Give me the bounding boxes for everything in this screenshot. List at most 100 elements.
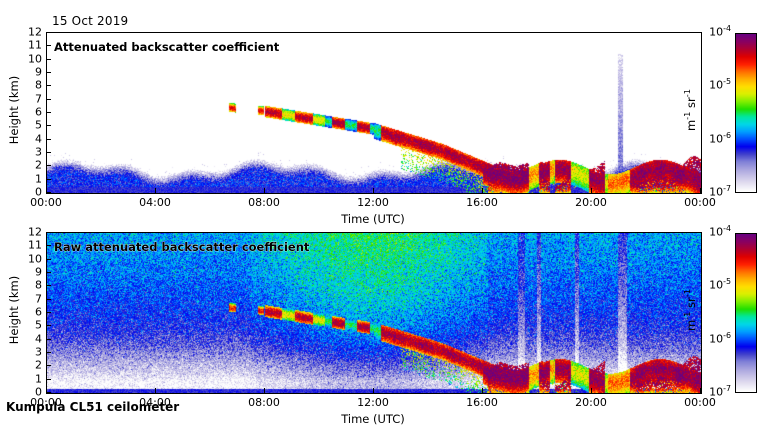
y-tick-mark <box>46 85 51 86</box>
y-tick-label: 0 <box>35 185 42 199</box>
y-tick-mark <box>46 299 51 300</box>
y-tick-label: 3 <box>35 345 42 359</box>
y-tick-mark <box>46 152 51 153</box>
colorbar-unit-exp-1: -1 <box>682 111 693 120</box>
y-tick-mark <box>46 379 51 380</box>
y-tick-label: 7 <box>35 292 42 306</box>
y-tick-mark <box>46 125 51 126</box>
x-tick-label: 04:00 <box>139 396 171 409</box>
x-tick-mark <box>373 388 374 393</box>
y-tick-label: 10 <box>28 252 42 266</box>
y-tick-mark <box>46 45 51 46</box>
x-tick-label: 00:00 <box>684 196 716 209</box>
colorbar-tick-label: 10-5 <box>709 77 731 92</box>
colorbar-tick-label: 10-7 <box>709 183 731 199</box>
x-tick-mark <box>591 188 592 193</box>
y-tick-label: 0 <box>35 385 42 399</box>
instrument-label: Kumpula CL51 ceilometer <box>6 400 180 414</box>
y-tick-label: 8 <box>35 78 42 92</box>
y-tick-mark <box>46 325 51 326</box>
y-tick-label: 11 <box>28 38 42 52</box>
y-tick-label: 12 <box>28 25 42 39</box>
y-tick-label: 9 <box>35 265 42 279</box>
y-tick-label: 2 <box>35 358 42 372</box>
y-tick-mark <box>46 165 51 166</box>
y-tick-mark <box>46 99 51 100</box>
y-tick-mark <box>46 139 51 140</box>
panel-title-attenuated-backscatter: Attenuated backscatter coefficient <box>54 40 280 55</box>
x-tick-label: 08:00 <box>248 196 280 209</box>
y-tick-label: 5 <box>35 118 42 132</box>
y-tick-mark <box>46 112 51 113</box>
colorbar-tick-label: 10-5 <box>709 277 731 292</box>
colorbar-tick-label: 10-7 <box>709 383 731 399</box>
y-tick-mark <box>46 192 51 193</box>
y-tick-mark <box>46 392 51 393</box>
x-tick-mark <box>264 388 265 393</box>
y-tick-mark <box>46 352 51 353</box>
y-tick-mark <box>46 32 51 33</box>
x-tick-label: 12:00 <box>357 196 389 209</box>
colorbar-unit-m: m <box>684 119 698 132</box>
x-tick-mark <box>373 188 374 193</box>
y-tick-label: 5 <box>35 318 42 332</box>
plot-area-raw-attenuated-backscatter[interactable] <box>46 232 702 394</box>
x-tick-mark <box>155 388 156 393</box>
colorbar-unit-exp-2: -1 <box>682 288 693 298</box>
x-tick-label: 16:00 <box>466 196 498 209</box>
colorbar-unit-sr: sr <box>684 97 698 112</box>
x-tick-label: 12:00 <box>357 396 389 409</box>
colorbar-tick-label: 10-4 <box>709 223 731 239</box>
colorbar-unit-sr: sr <box>684 297 698 312</box>
y-tick-label: 12 <box>28 225 42 239</box>
x-tick-label: 20:00 <box>575 396 607 409</box>
x-tick-mark <box>155 188 156 193</box>
y-tick-mark <box>46 72 51 73</box>
x-tick-label: 16:00 <box>466 396 498 409</box>
x-tick-label: 08:00 <box>248 396 280 409</box>
y-tick-mark <box>46 339 51 340</box>
y-tick-mark <box>46 365 51 366</box>
y-tick-mark <box>46 59 51 60</box>
colorbar-panel-0[interactable] <box>735 33 757 193</box>
x-tick-label: 04:00 <box>139 196 171 209</box>
colorbar-tick-label: 10-4 <box>709 23 731 39</box>
x-tick-label: 00:00 <box>30 396 62 409</box>
colorbar-unit-exp-1: -1 <box>682 311 693 320</box>
x-tick-mark <box>264 188 265 193</box>
x-tick-mark <box>700 188 701 193</box>
y-tick-label: 4 <box>35 132 42 146</box>
colorbar-tick-label: 10-6 <box>709 330 731 346</box>
x-tick-label: 00:00 <box>30 196 62 209</box>
y-tick-mark <box>46 259 51 260</box>
x-tick-mark <box>591 388 592 393</box>
y-tick-label: 6 <box>35 305 42 319</box>
colorbar-panel-1[interactable] <box>735 233 757 393</box>
x-tick-mark <box>482 188 483 193</box>
y-tick-label: 1 <box>35 372 42 386</box>
x-tick-mark <box>46 188 47 193</box>
y-tick-label: 2 <box>35 158 42 172</box>
colorbar-tick-label: 10-6 <box>709 130 731 146</box>
colorbar-unit-m: m <box>684 319 698 332</box>
y-tick-label: 8 <box>35 278 42 292</box>
x-axis-title-panel-0: Time (UTC) <box>341 212 405 226</box>
date-label: 15 Oct 2019 <box>52 14 129 28</box>
y-tick-mark <box>46 312 51 313</box>
y-tick-label: 1 <box>35 172 42 186</box>
x-tick-mark <box>700 388 701 393</box>
y-tick-label: 10 <box>28 52 42 66</box>
y-tick-mark <box>46 272 51 273</box>
y-tick-label: 4 <box>35 332 42 346</box>
y-tick-mark <box>46 285 51 286</box>
panel-title-raw-attenuated-backscatter: Raw attenuated backscatter coefficient <box>54 240 310 255</box>
x-tick-label: 20:00 <box>575 196 607 209</box>
y-tick-mark <box>46 245 51 246</box>
x-tick-label: 00:00 <box>684 396 716 409</box>
colorbar-unit-exp-2: -1 <box>682 88 693 98</box>
y-tick-mark <box>46 179 51 180</box>
x-tick-mark <box>482 388 483 393</box>
x-axis-title-panel-1: Time (UTC) <box>341 412 405 426</box>
plot-area-attenuated-backscatter[interactable] <box>46 32 702 194</box>
